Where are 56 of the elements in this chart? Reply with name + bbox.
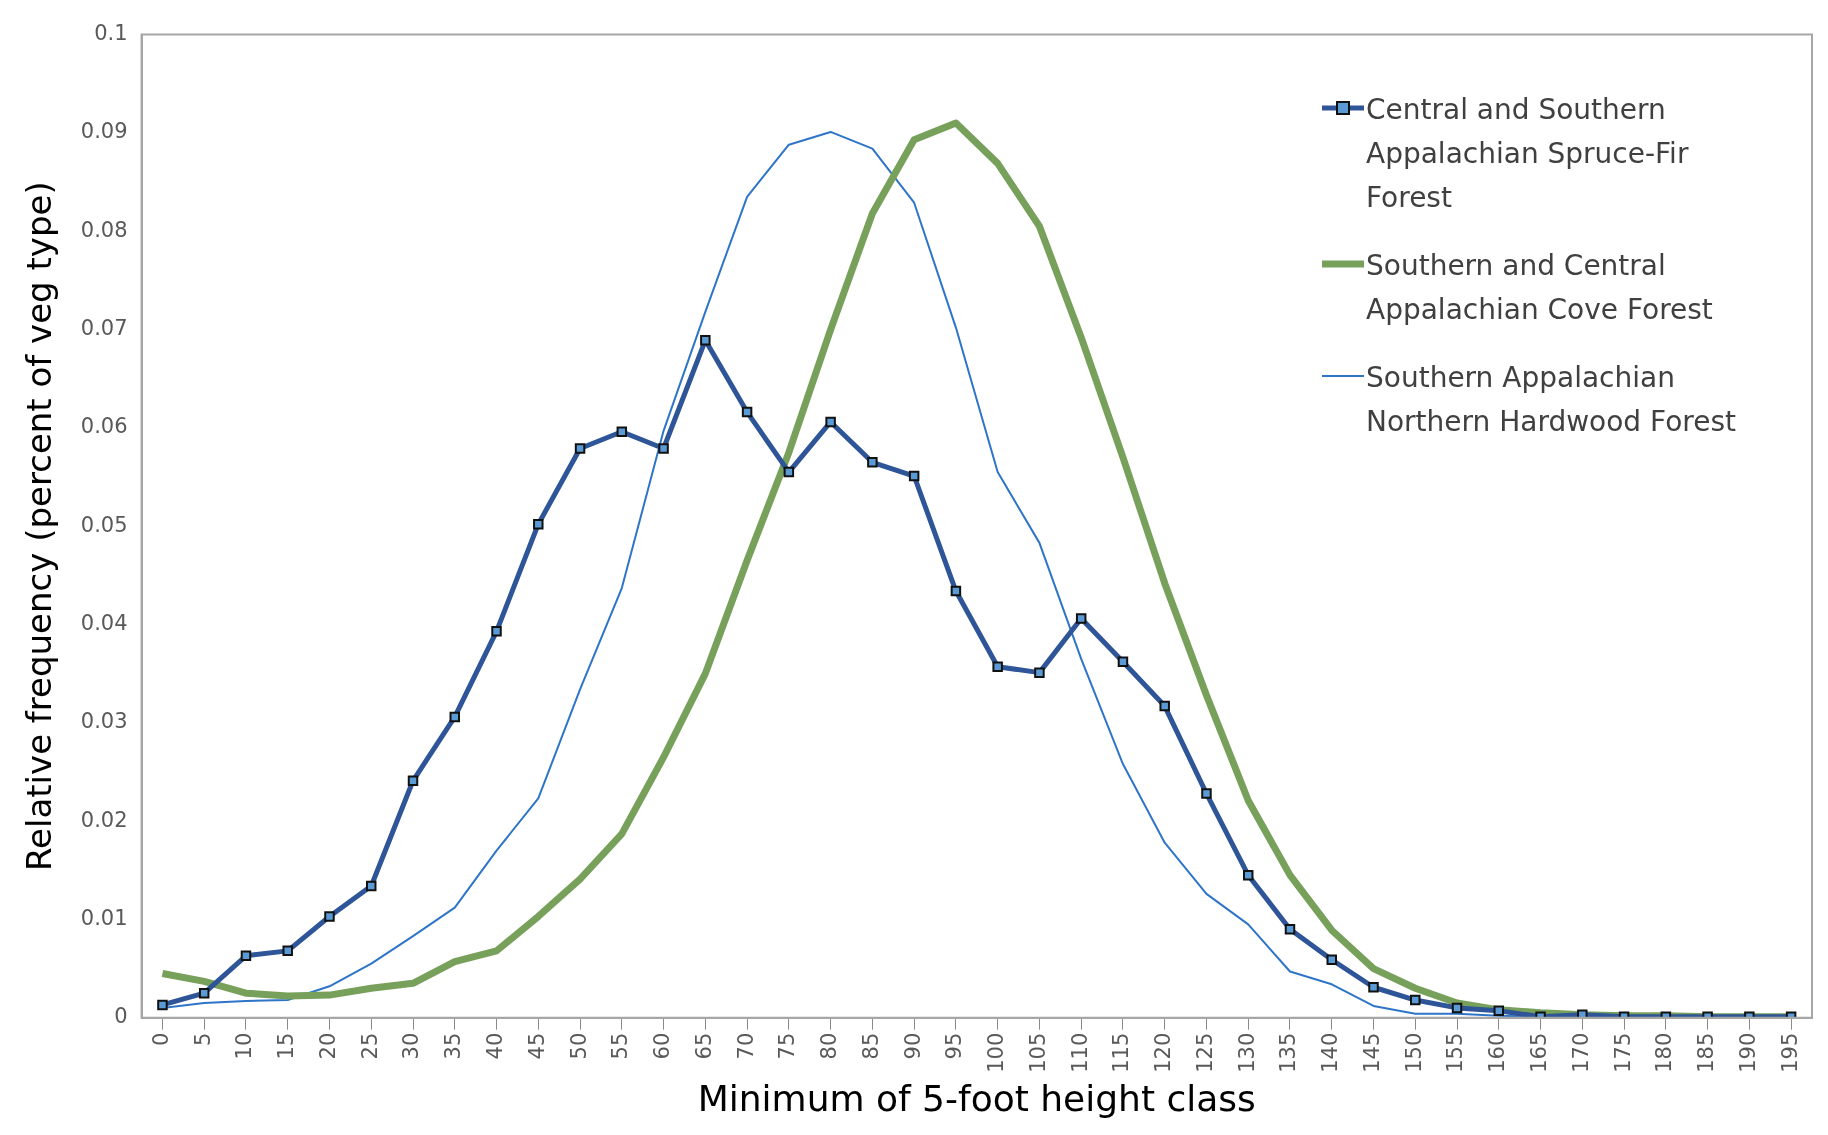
x-tick-label: 110 — [1067, 1032, 1092, 1073]
x-tick-label: 185 — [1694, 1032, 1719, 1073]
x-axis-title: Minimum of 5-foot height class — [697, 1077, 1256, 1119]
y-tick-label: 0.08 — [80, 217, 128, 242]
x-tick-label: 80 — [817, 1032, 842, 1060]
legend-label: Southern Appalachian Northern Hardwood Forest — [1366, 360, 1737, 440]
x-tick-label: 95 — [942, 1032, 967, 1060]
y-tick-label: 0.05 — [80, 512, 128, 537]
x-tick-label: 120 — [1151, 1032, 1176, 1073]
x-tick-label: 15 — [274, 1032, 299, 1060]
x-tick-label: 35 — [441, 1032, 466, 1060]
x-tick-label: 165 — [1527, 1032, 1552, 1073]
x-tick-label: 20 — [315, 1032, 340, 1060]
legend-label: Southern and Central Appalachian Cove Forest — [1366, 248, 1714, 328]
x-tick-label: 50 — [566, 1032, 591, 1060]
x-tick-label: 175 — [1610, 1032, 1635, 1073]
x-tick-label: 85 — [858, 1032, 883, 1060]
x-tick-label: 155 — [1443, 1032, 1468, 1073]
x-tick-label: 90 — [900, 1032, 925, 1060]
x-tick-label: 65 — [691, 1032, 716, 1060]
x-tick-label: 195 — [1777, 1032, 1802, 1073]
x-tick-label: 115 — [1109, 1032, 1134, 1073]
x-tick-label: 55 — [608, 1032, 633, 1060]
x-tick-label: 100 — [984, 1032, 1009, 1073]
x-tick-label: 0 — [148, 1032, 173, 1047]
y-axis-title: Relative frequency (percent of veg type) — [19, 181, 60, 872]
y-tick-label: 0.04 — [80, 610, 128, 635]
x-tick-label: 160 — [1485, 1032, 1510, 1073]
x-tick-label: 30 — [399, 1032, 424, 1060]
y-tick-label: 0.02 — [80, 807, 128, 832]
x-tick-label: 145 — [1359, 1032, 1384, 1073]
x-tick-label: 150 — [1401, 1032, 1426, 1073]
x-tick-label: 75 — [775, 1032, 800, 1060]
x-tick-label: 140 — [1318, 1032, 1343, 1073]
x-tick-label: 190 — [1735, 1032, 1760, 1073]
y-tick-label: 0.06 — [80, 414, 128, 439]
legend-label: Central and Southern Appalachian Spruce-Fir Forest — [1366, 92, 1690, 216]
y-tick-label: 0.01 — [80, 905, 128, 930]
x-tick-label: 105 — [1025, 1032, 1050, 1073]
y-tick-label: 0.07 — [80, 315, 128, 340]
x-tick-label: 180 — [1652, 1032, 1677, 1073]
x-tick-label: 125 — [1192, 1032, 1217, 1073]
x-tick-label: 25 — [357, 1032, 382, 1060]
y-tick-label: 0.1 — [94, 21, 128, 46]
y-tick-label: 0 — [114, 1004, 128, 1029]
x-tick-label: 5 — [190, 1032, 215, 1047]
x-tick-label: 10 — [232, 1032, 257, 1060]
x-tick-label: 45 — [524, 1032, 549, 1060]
x-tick-label: 130 — [1234, 1032, 1259, 1073]
x-tick-label: 70 — [733, 1032, 758, 1060]
x-tick-label: 170 — [1568, 1032, 1593, 1073]
x-tick-label: 40 — [482, 1032, 507, 1060]
y-tick-label: 0.09 — [80, 119, 128, 144]
x-tick-label: 135 — [1276, 1032, 1301, 1073]
y-tick-label: 0.03 — [80, 709, 128, 734]
x-tick-label: 60 — [650, 1032, 675, 1060]
